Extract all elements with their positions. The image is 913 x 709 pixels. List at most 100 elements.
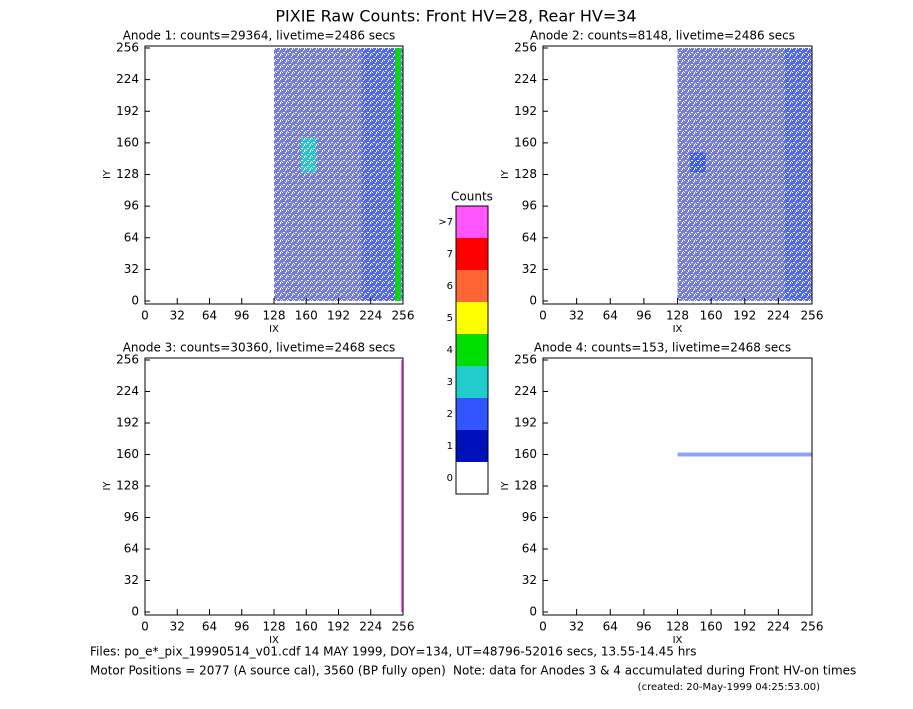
y-tick-label: 128: [116, 167, 139, 181]
x-tick-label: 64: [202, 309, 217, 323]
y-tick-label: 224: [116, 72, 139, 86]
x-tick-label: 128: [263, 620, 286, 634]
x-tick-label: 224: [767, 309, 790, 323]
colorbar-swatch: [456, 270, 488, 302]
colorbar-frame: [455, 205, 489, 495]
y-tick-label: 32: [522, 262, 537, 276]
y-tick-label: 32: [124, 573, 139, 587]
x-tick-label: 256: [801, 309, 824, 323]
x-tick-label: 192: [327, 309, 350, 323]
y-tick-label: 160: [116, 135, 139, 149]
x-axis-label: IX: [269, 324, 279, 335]
x-tick-label: 96: [234, 309, 249, 323]
x-tick-label: 32: [170, 620, 185, 634]
colorbar-swatch: [456, 302, 488, 334]
y-tick-label: 192: [116, 416, 139, 430]
x-tick-label: 0: [141, 309, 149, 323]
y-tick-label: 64: [124, 542, 139, 556]
speckle: [301, 137, 317, 173]
panel-title: Anode 3: counts=30360, livetime=2468 sec…: [123, 341, 396, 355]
colorbar-label: 7: [447, 249, 453, 260]
y-tick-label: 128: [116, 479, 139, 493]
footer-motor: Motor Positions = 2077 (A source cal), 3…: [90, 664, 446, 678]
x-tick-label: 0: [539, 620, 547, 634]
x-tick-label: 96: [636, 620, 651, 634]
colorbar-label: 4: [447, 345, 453, 356]
x-tick-label: 224: [359, 309, 382, 323]
y-tick-label: 224: [514, 384, 537, 398]
y-tick-label: 192: [116, 104, 139, 118]
x-tick-label: 160: [700, 309, 723, 323]
x-tick-label: 224: [359, 620, 382, 634]
x-tick-label: 192: [733, 309, 756, 323]
y-tick-label: 128: [514, 479, 537, 493]
x-tick-label: 160: [295, 309, 318, 323]
y-tick-label: 256: [116, 353, 139, 367]
footer-created: (created: 20-May-1999 04:25:53.00): [638, 682, 820, 693]
x-tick-label: 160: [700, 620, 723, 634]
y-tick-label: 160: [116, 447, 139, 461]
y-tick-label: 160: [514, 447, 537, 461]
x-tick-label: 32: [170, 309, 185, 323]
panel-title: Anode 2: counts=8148, livetime=2486 secs: [530, 29, 795, 43]
colorbar-title: Counts: [451, 190, 493, 204]
colorbar-label: 1: [447, 441, 453, 452]
y-axis-label: IY: [500, 169, 511, 179]
colorbar-label: 5: [447, 313, 453, 324]
x-axis-label: IX: [269, 635, 279, 646]
colorbar-label: 3: [447, 377, 453, 388]
x-tick-label: 224: [767, 620, 790, 634]
y-tick-label: 0: [131, 294, 139, 308]
colorbar-swatch: [456, 206, 488, 238]
plot-frame: [144, 357, 404, 616]
y-tick-label: 256: [514, 41, 537, 55]
footer-note: Note: data for Anodes 3 & 4 accumulated …: [453, 664, 856, 678]
panel-title: Anode 1: counts=29364, livetime=2486 sec…: [123, 29, 396, 43]
y-tick-label: 32: [124, 262, 139, 276]
colorbar-swatch: [456, 238, 488, 270]
colorbar-swatch: [456, 462, 488, 494]
x-axis-label: IX: [673, 324, 683, 335]
x-tick-label: 64: [202, 620, 217, 634]
x-tick-label: 32: [569, 620, 584, 634]
colorbar-swatch: [456, 398, 488, 430]
y-tick-label: 128: [514, 167, 537, 181]
heat-cell: [677, 452, 812, 457]
x-tick-label: 160: [295, 620, 318, 634]
x-tick-label: 128: [666, 309, 689, 323]
figure-title: PIXIE Raw Counts: Front HV=28, Rear HV=3…: [275, 7, 636, 26]
colorbar-label: >7: [438, 217, 453, 228]
y-tick-label: 224: [116, 384, 139, 398]
heat-cell: [400, 360, 403, 612]
x-tick-label: 192: [733, 620, 756, 634]
x-tick-label: 0: [539, 309, 547, 323]
y-tick-label: 0: [529, 294, 537, 308]
x-tick-label: 96: [636, 309, 651, 323]
colorbar-label: 0: [447, 473, 453, 484]
y-tick-label: 96: [522, 199, 537, 213]
heat-cell: [394, 48, 401, 301]
y-tick-label: 96: [522, 510, 537, 524]
x-axis-label: IX: [673, 635, 683, 646]
x-tick-label: 256: [801, 620, 824, 634]
colorbar-swatch: [456, 334, 488, 366]
speckle: [361, 48, 397, 301]
x-tick-label: 32: [569, 309, 584, 323]
y-tick-label: 64: [522, 230, 537, 244]
y-axis-label: IY: [102, 481, 113, 491]
colorbar-label: 2: [447, 409, 453, 420]
y-axis-label: IY: [102, 169, 113, 179]
y-axis-label: IY: [500, 481, 511, 491]
speckle: [784, 48, 810, 301]
x-tick-label: 192: [327, 620, 350, 634]
footer-files: Files: po_e*_pix_19990514_v01.cdf 14 MAY…: [90, 645, 697, 659]
x-tick-label: 96: [234, 620, 249, 634]
y-tick-label: 32: [522, 573, 537, 587]
x-tick-label: 0: [141, 620, 149, 634]
y-tick-label: 96: [124, 199, 139, 213]
y-tick-label: 96: [124, 510, 139, 524]
y-tick-label: 256: [514, 353, 537, 367]
y-tick-label: 256: [116, 41, 139, 55]
